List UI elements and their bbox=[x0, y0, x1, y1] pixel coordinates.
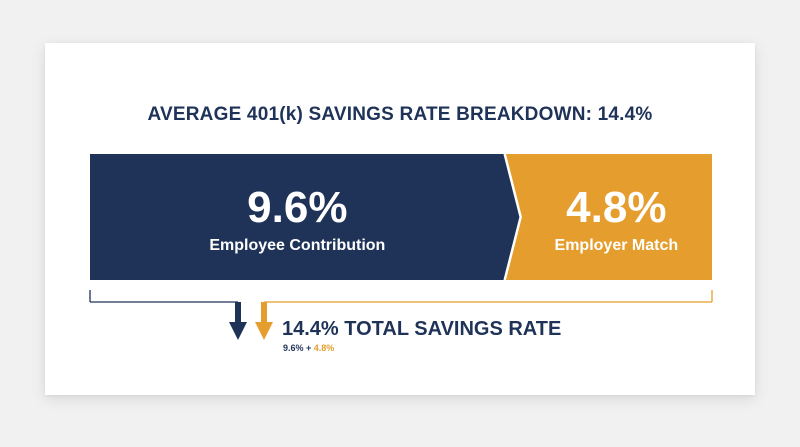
total-savings-label: 14.4% TOTAL SAVINGS RATE bbox=[282, 318, 562, 340]
employee-segment-label: 9.6% Employee Contribution bbox=[177, 186, 417, 255]
total-bracket bbox=[89, 290, 713, 303]
segment-divider bbox=[503, 153, 522, 281]
formula-operator: + bbox=[303, 343, 314, 353]
total-formula: 9.6% + 4.8% bbox=[283, 343, 334, 353]
employer-match-bar bbox=[504, 154, 712, 280]
formula-employee-part: 9.6% bbox=[283, 343, 304, 353]
formula-employer-part: 4.8% bbox=[313, 343, 335, 353]
employee-contribution-bar bbox=[90, 154, 521, 280]
employer-down-arrow bbox=[255, 302, 273, 340]
employee-name-label: Employee Contribution bbox=[209, 237, 386, 254]
arrows bbox=[229, 302, 273, 340]
employer-segment-label: 4.8% Employer Match bbox=[526, 186, 706, 255]
employer-name-label: Employer Match bbox=[554, 237, 679, 254]
employer-value-label: 4.8% bbox=[566, 183, 667, 232]
bar-segments bbox=[90, 153, 712, 281]
employee-down-arrow bbox=[229, 302, 247, 340]
employee-value-label: 9.6% bbox=[247, 183, 348, 232]
chart-title: AVERAGE 401(k) SAVINGS RATE BREAKDOWN: 1… bbox=[147, 104, 653, 125]
